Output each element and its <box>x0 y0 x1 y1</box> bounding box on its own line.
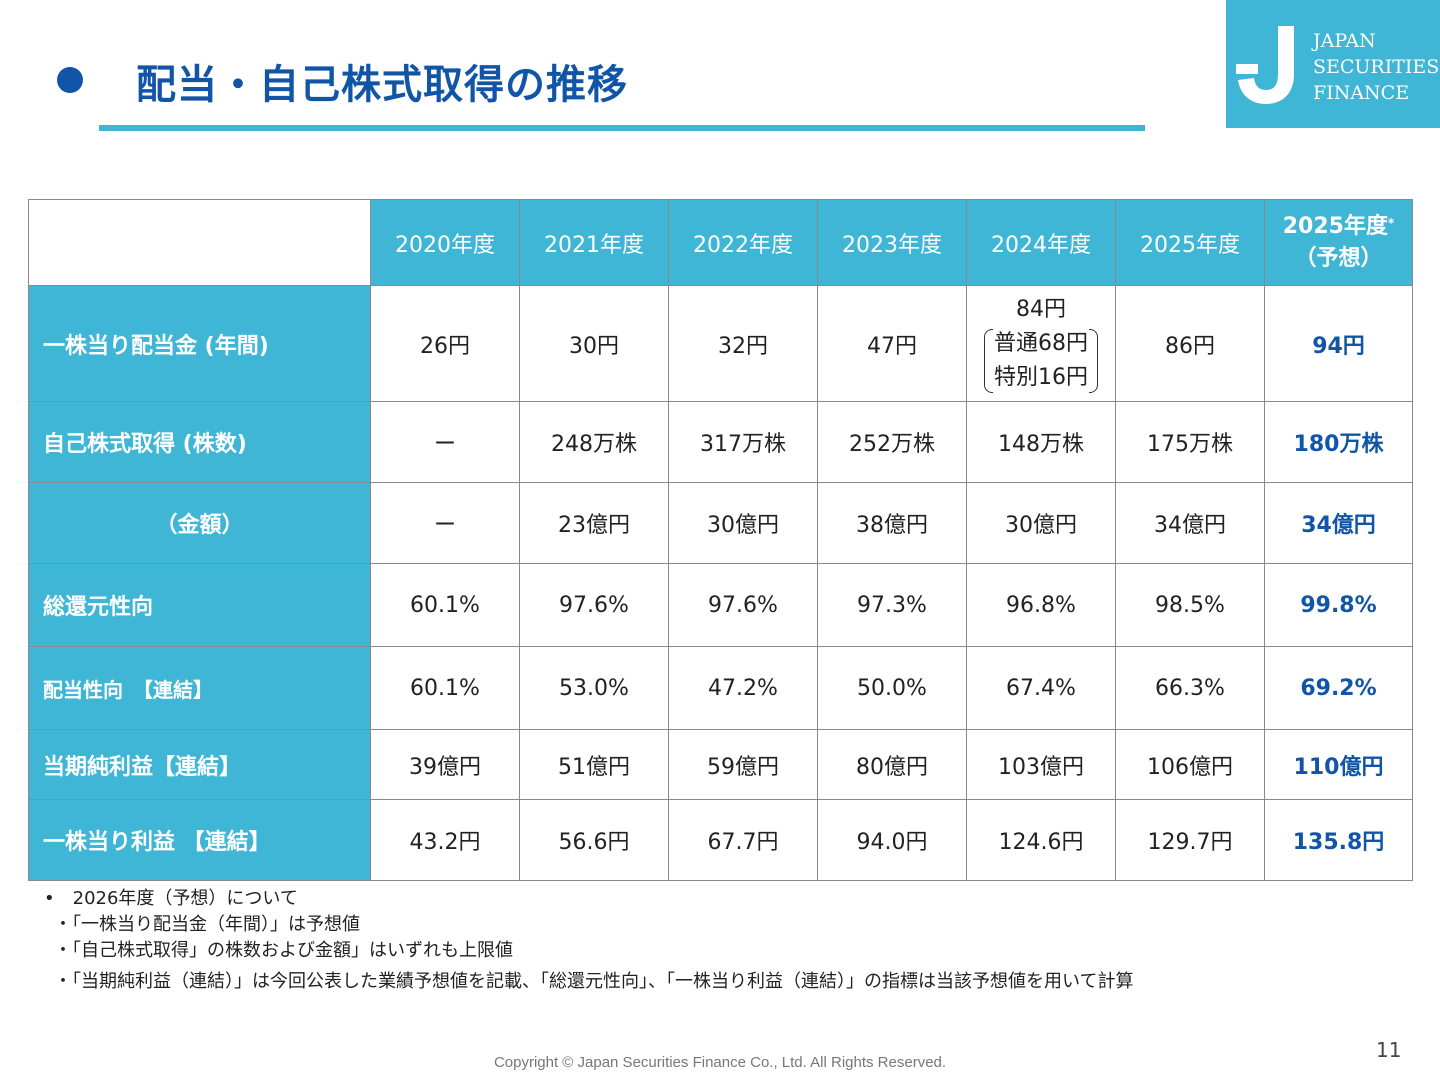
table-row: （金額） ー 23億円 30億円 38億円 30億円 34億円 34億円 <box>28 482 1413 564</box>
table-row: 一株当り利益 【連結】 43.2円 56.6円 67.7円 94.0円 124.… <box>28 799 1413 881</box>
dividend-breakdown-cell: 84円 普通68円 特別16円 <box>966 285 1116 402</box>
company-logo: JAPAN SECURITIES FINANCE <box>1226 0 1440 128</box>
row-label: （金額） <box>28 482 371 564</box>
footnote-item: ・「自己株式取得」の株数および金額」はいずれも上限値 <box>54 940 513 961</box>
page-number: 11 <box>1376 1038 1402 1062</box>
table-row: 当期純利益【連結】 39億円 51億円 59億円 80億円 103億円 106億… <box>28 729 1413 800</box>
footnote-item: ・「一株当り配当金（年間）」は予想値 <box>54 914 360 935</box>
table-cell: 175万株 <box>1115 401 1265 483</box>
dividend-breakdown-bracket: 普通68円 特別16円 <box>984 327 1098 395</box>
table-cell: 103億円 <box>966 729 1116 800</box>
table-cell: 23億円 <box>519 482 669 564</box>
column-header: 2025年度 <box>1115 199 1265 286</box>
column-header: 2022年度 <box>668 199 818 286</box>
table-cell: 34億円 <box>1115 482 1265 564</box>
title-bullet-dot <box>57 67 83 93</box>
column-header: 2024年度 <box>966 199 1116 286</box>
title-underline <box>99 125 1145 131</box>
table-cell: 32円 <box>668 285 818 402</box>
table-cell: 59億円 <box>668 729 818 800</box>
copyright-notice: Copyright © Japan Securities Finance Co.… <box>493 1054 947 1071</box>
table-cell: 97.6% <box>668 563 818 647</box>
corner-cell <box>28 199 371 286</box>
forecast-cell: 135.8円 <box>1264 799 1413 881</box>
dividend-special: 特別16円 <box>994 364 1088 390</box>
dividend-total: 84円 <box>1016 296 1066 322</box>
table-cell: 96.8% <box>966 563 1116 647</box>
table-cell: 38億円 <box>817 482 967 564</box>
forecast-asterisk: * <box>1387 215 1395 230</box>
table-cell: 56.6円 <box>519 799 669 881</box>
footnotes: • 2026年度（予想）について ・「一株当り配当金（年間）」は予想値 ・「自己… <box>44 886 1133 995</box>
table-cell: 248万株 <box>519 401 669 483</box>
row-label: 配当性向 【連結】 <box>28 646 371 730</box>
table-cell: 43.2円 <box>370 799 520 881</box>
forecast-cell: 69.2% <box>1264 646 1413 730</box>
j-logo-icon <box>1236 26 1294 104</box>
table-cell: 39億円 <box>370 729 520 800</box>
dividend-breakdown: 84円 普通68円 特別16円 <box>984 293 1098 395</box>
footnote-item: ・「当期純利益（連結）」は今回公表した業績予想値を記載、「総還元性向」、「一株当… <box>54 971 1134 992</box>
forecast-header-label: （予想） <box>1294 245 1383 271</box>
table-row: 総還元性向 60.1% 97.6% 97.6% 97.3% 96.8% 98.5… <box>28 563 1413 647</box>
table-cell: 51億円 <box>519 729 669 800</box>
table-cell: 252万株 <box>817 401 967 483</box>
dividend-buyback-table: 2020年度 2021年度 2022年度 2023年度 2024年度 2025年… <box>28 199 1413 881</box>
table-cell: 106億円 <box>1115 729 1265 800</box>
page-title: 配当・自己株式取得の推移 <box>136 62 628 108</box>
table-cell: 86円 <box>1115 285 1265 402</box>
table-cell: ー <box>370 401 520 483</box>
table-cell: 67.7円 <box>668 799 818 881</box>
forecast-cell: 110億円 <box>1264 729 1413 800</box>
table-row: 自己株式取得 (株数) ー 248万株 317万株 252万株 148万株 17… <box>28 401 1413 483</box>
table-cell: 60.1% <box>370 646 520 730</box>
row-label: 一株当り配当金 (年間) <box>28 285 371 402</box>
table-cell: 80億円 <box>817 729 967 800</box>
column-header: 2021年度 <box>519 199 669 286</box>
dividend-regular: 普通68円 <box>994 330 1088 356</box>
table-cell: 148万株 <box>966 401 1116 483</box>
table-cell: 97.3% <box>817 563 967 647</box>
table-cell: 47円 <box>817 285 967 402</box>
table-cell: 98.5% <box>1115 563 1265 647</box>
table-cell: 53.0% <box>519 646 669 730</box>
table-row: 配当性向 【連結】 60.1% 53.0% 47.2% 50.0% 67.4% … <box>28 646 1413 730</box>
row-label: 自己株式取得 (株数) <box>28 401 371 483</box>
table-cell: 30億円 <box>966 482 1116 564</box>
forecast-cell: 34億円 <box>1264 482 1413 564</box>
header-row: 2020年度 2021年度 2022年度 2023年度 2024年度 2025年… <box>28 199 1413 286</box>
row-label: 一株当り利益 【連結】 <box>28 799 371 881</box>
table-cell: 94.0円 <box>817 799 967 881</box>
forecast-column-header: 2025年度* （予想） <box>1264 199 1413 286</box>
footnote-heading: • 2026年度（予想）について <box>44 888 298 909</box>
table-cell: 67.4% <box>966 646 1116 730</box>
table-cell: ー <box>370 482 520 564</box>
forecast-header-year: 2025年度 <box>1282 213 1388 239</box>
row-label: 総還元性向 <box>28 563 371 647</box>
table-cell: 47.2% <box>668 646 818 730</box>
table-cell: 124.6円 <box>966 799 1116 881</box>
table-cell: 66.3% <box>1115 646 1265 730</box>
row-label: 当期純利益【連結】 <box>28 729 371 800</box>
table-cell: 97.6% <box>519 563 669 647</box>
logo-line-2: SECURITIES <box>1313 56 1440 78</box>
column-header: 2023年度 <box>817 199 967 286</box>
logo-line-1: JAPAN <box>1313 30 1376 52</box>
table-row: 一株当り配当金 (年間) 26円 30円 32円 47円 84円 普通68円 特… <box>28 285 1413 402</box>
forecast-cell: 94円 <box>1264 285 1413 402</box>
logo-line-3: FINANCE <box>1313 82 1410 104</box>
forecast-cell: 99.8% <box>1264 563 1413 647</box>
table-cell: 129.7円 <box>1115 799 1265 881</box>
table-cell: 26円 <box>370 285 520 402</box>
table-cell: 60.1% <box>370 563 520 647</box>
table-cell: 30円 <box>519 285 669 402</box>
forecast-cell: 180万株 <box>1264 401 1413 483</box>
table-cell: 50.0% <box>817 646 967 730</box>
table-cell: 317万株 <box>668 401 818 483</box>
table-cell: 30億円 <box>668 482 818 564</box>
column-header: 2020年度 <box>370 199 520 286</box>
logo-wordmark: JAPAN SECURITIES FINANCE <box>1313 28 1439 106</box>
